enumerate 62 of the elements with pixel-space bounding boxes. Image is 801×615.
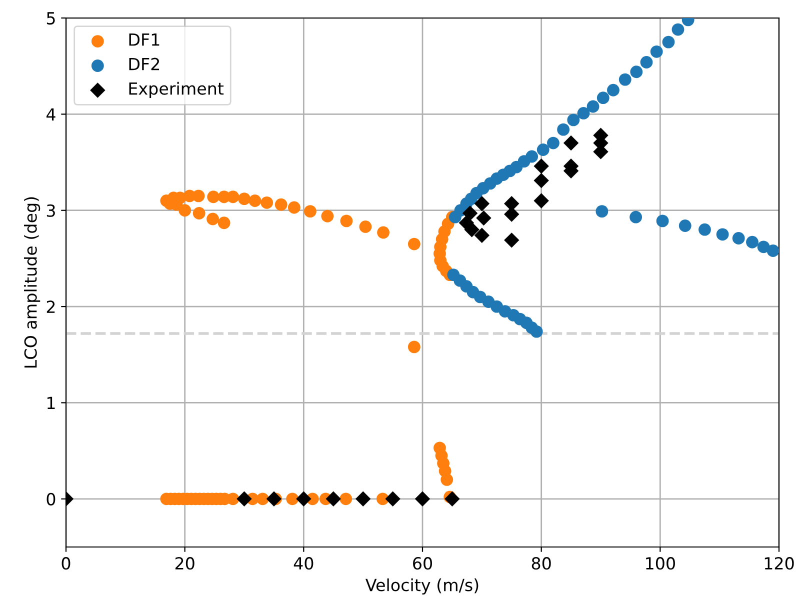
x-axis-title: Velocity (m/s) (366, 578, 478, 595)
point (536, 144, 550, 156)
point (650, 45, 663, 58)
x-tick-label: 120 (764, 557, 794, 570)
point (567, 114, 580, 126)
point (757, 240, 770, 254)
point (385, 491, 400, 507)
x-tick-label: 20 (175, 557, 194, 570)
point (534, 193, 549, 208)
point (534, 172, 549, 188)
y-tick-label: 1 (48, 396, 55, 410)
point (526, 150, 538, 163)
point (662, 36, 675, 48)
x-tick-label: 0 (62, 557, 70, 570)
point (444, 491, 460, 507)
point (557, 123, 570, 136)
point (355, 491, 371, 507)
point (618, 73, 632, 86)
point (296, 491, 312, 507)
y-tick-label: 4 (46, 108, 56, 121)
point (656, 214, 669, 228)
point (672, 23, 684, 36)
point (640, 56, 653, 68)
point (607, 84, 620, 96)
point (732, 232, 745, 244)
point (630, 210, 642, 224)
y-tick-label: 0 (46, 492, 56, 506)
point (326, 491, 341, 507)
legend-label: DF1 (129, 34, 160, 46)
point (577, 107, 590, 120)
point (414, 491, 430, 507)
x-tick-label: 80 (532, 557, 551, 570)
point (474, 228, 490, 243)
point (698, 223, 711, 236)
point (563, 135, 579, 151)
x-tick-label: 60 (413, 557, 432, 570)
y-tick-label: 3 (46, 204, 55, 217)
legend-label: Experiment (129, 82, 224, 98)
point (530, 325, 543, 338)
point (534, 158, 549, 174)
point (476, 210, 492, 226)
point (716, 228, 729, 241)
point (266, 491, 282, 507)
point (630, 66, 643, 78)
point (236, 491, 252, 507)
point (504, 232, 520, 248)
point (586, 100, 600, 113)
point (746, 236, 758, 248)
y-tick-label: 5 (46, 12, 55, 25)
x-tick-label: 40 (294, 557, 314, 570)
point (596, 92, 610, 104)
point (596, 205, 608, 218)
point (464, 222, 480, 238)
y-axis-title: LCO amplitude (deg) (24, 197, 40, 368)
legend-label: DF2 (129, 58, 160, 70)
point (474, 196, 490, 212)
x-tick-label: 100 (646, 557, 675, 570)
point (766, 244, 779, 257)
point (504, 206, 520, 222)
y-tick-label: 2 (46, 300, 55, 313)
point (547, 136, 560, 150)
point (678, 220, 692, 232)
